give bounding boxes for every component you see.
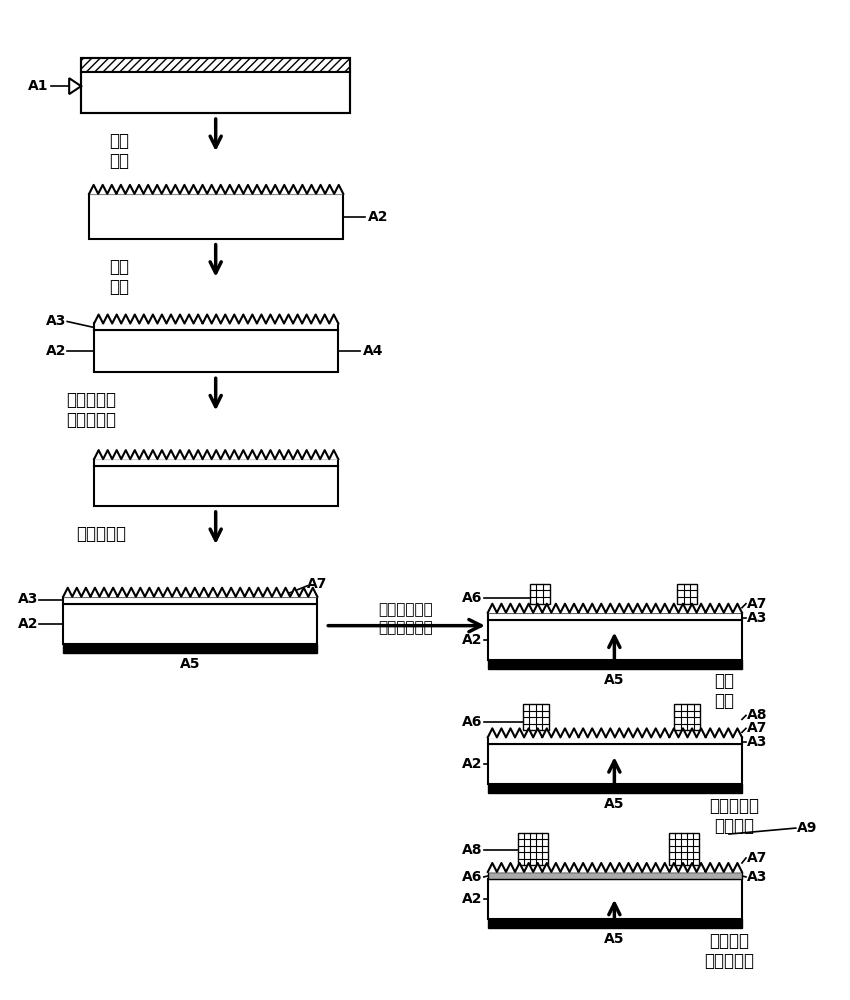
Bar	[488, 919, 742, 928]
Text: A8: A8	[747, 708, 768, 722]
Text: A1: A1	[28, 79, 48, 93]
Text: A2: A2	[462, 757, 483, 771]
Bar	[530, 584, 550, 604]
Text: A6: A6	[462, 870, 483, 884]
Text: A3: A3	[747, 870, 768, 884]
Bar	[674, 704, 700, 730]
Text: 极传导层: 极传导层	[714, 817, 754, 835]
Text: 制绒: 制绒	[109, 152, 129, 170]
Text: 氧化: 氧化	[714, 672, 734, 690]
Text: 光诱导电镀前: 光诱导电镀前	[379, 602, 434, 617]
Bar	[94, 330, 338, 372]
Text: 烧结: 烧结	[714, 692, 734, 710]
Bar	[63, 597, 317, 604]
Text: A7: A7	[308, 577, 328, 591]
Text: 制结: 制结	[109, 278, 129, 296]
Bar	[89, 194, 343, 239]
Text: A2: A2	[462, 633, 483, 647]
Text: A3: A3	[747, 611, 768, 625]
Polygon shape	[488, 604, 742, 613]
Bar	[677, 584, 697, 604]
Text: 清洗: 清洗	[109, 132, 129, 150]
Text: 制备背电极: 制备背电极	[76, 525, 126, 543]
Polygon shape	[94, 450, 338, 459]
Text: A2: A2	[18, 617, 38, 631]
Polygon shape	[488, 863, 742, 872]
Text: A2: A2	[46, 344, 66, 358]
Text: A2: A2	[462, 892, 483, 906]
Text: A8: A8	[462, 843, 483, 857]
Text: A5: A5	[604, 673, 625, 687]
Bar	[518, 833, 547, 865]
Text: 镀减反射膜: 镀减反射膜	[704, 952, 754, 970]
Text: A5: A5	[604, 797, 625, 811]
Text: A7: A7	[747, 597, 768, 611]
Bar	[81, 58, 350, 113]
Text: A3: A3	[18, 592, 38, 606]
Bar	[669, 833, 699, 865]
Polygon shape	[94, 315, 338, 323]
Text: 电镀前栅电: 电镀前栅电	[709, 797, 759, 815]
Text: 栅电极接触层: 栅电极接触层	[379, 620, 434, 635]
Bar	[488, 872, 742, 879]
Text: A7: A7	[747, 851, 768, 865]
Bar	[63, 644, 317, 653]
Text: 边缘结刻蚀: 边缘结刻蚀	[66, 411, 116, 429]
Bar	[523, 704, 548, 730]
Polygon shape	[488, 728, 742, 737]
Text: 扩散: 扩散	[109, 258, 129, 276]
Bar	[488, 613, 742, 620]
Text: A6: A6	[462, 591, 483, 605]
Polygon shape	[89, 185, 343, 194]
Text: A2: A2	[368, 210, 388, 224]
Polygon shape	[63, 588, 317, 597]
Text: A6: A6	[462, 715, 483, 729]
Text: A3: A3	[747, 735, 768, 749]
Bar	[488, 737, 742, 744]
Bar	[488, 660, 742, 669]
Bar	[488, 879, 742, 919]
Bar	[94, 459, 338, 466]
Bar	[94, 323, 338, 330]
Bar	[488, 620, 742, 660]
Text: 遮挡主栅: 遮挡主栅	[709, 932, 749, 950]
Bar	[81, 72, 350, 113]
Bar	[488, 744, 742, 784]
Text: A3: A3	[46, 314, 66, 328]
Bar	[81, 58, 350, 72]
Text: A9: A9	[796, 821, 817, 835]
Text: A5: A5	[179, 657, 200, 671]
Text: 去磷硅玻璃: 去磷硅玻璃	[66, 391, 116, 409]
Text: A5: A5	[604, 932, 625, 946]
Bar	[63, 604, 317, 644]
Text: A7: A7	[747, 721, 768, 735]
Bar	[488, 784, 742, 793]
Text: A4: A4	[363, 344, 383, 358]
Bar	[94, 466, 338, 506]
